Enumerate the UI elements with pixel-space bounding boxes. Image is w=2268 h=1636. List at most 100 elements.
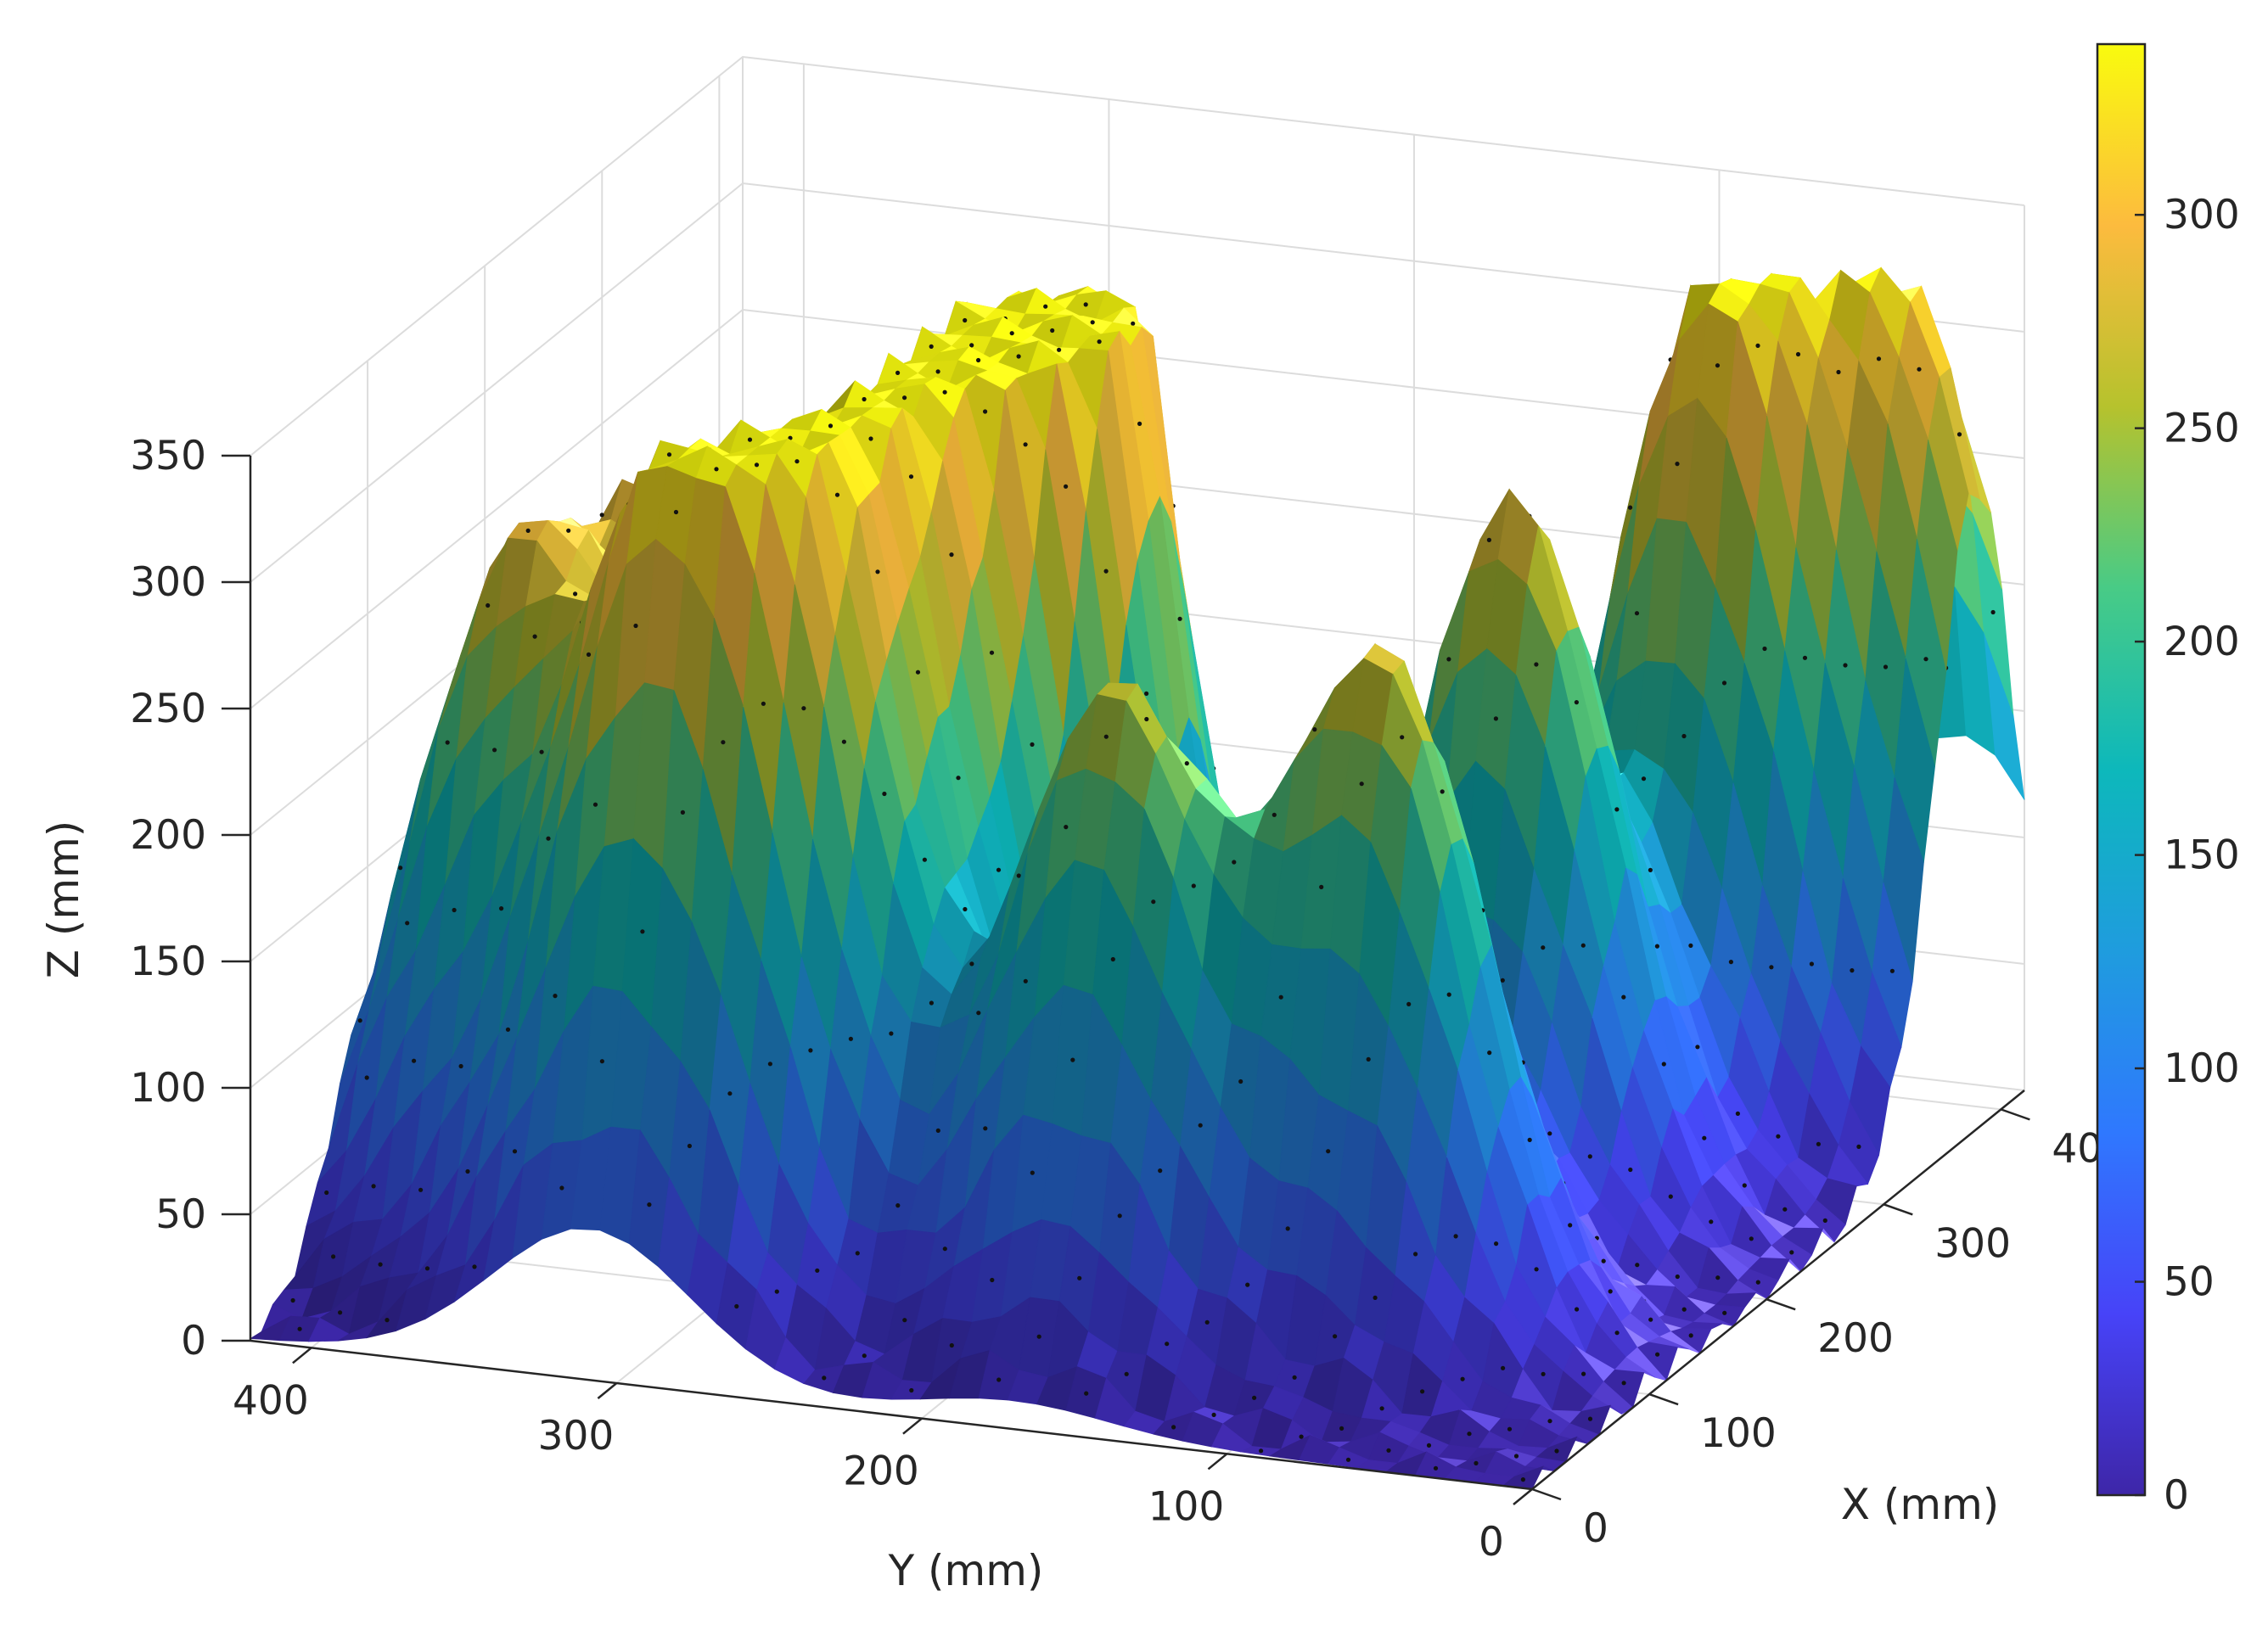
sample-point bbox=[875, 569, 880, 574]
y-tick-mark bbox=[902, 1417, 923, 1435]
sample-point bbox=[1534, 1267, 1539, 1272]
x-tick-label: 100 bbox=[1700, 1410, 1777, 1457]
sample-point bbox=[963, 906, 968, 912]
sample-point bbox=[338, 1310, 343, 1315]
sample-point bbox=[1493, 716, 1498, 721]
sample-point bbox=[1923, 657, 1928, 662]
sample-point bbox=[747, 437, 753, 442]
sample-point bbox=[801, 706, 806, 711]
z-tick-label: 250 bbox=[130, 686, 206, 732]
sample-point bbox=[774, 1289, 779, 1294]
sample-point bbox=[1836, 369, 1841, 375]
sample-point bbox=[1668, 1194, 1673, 1199]
sample-point bbox=[754, 462, 760, 468]
sample-point bbox=[1715, 363, 1721, 368]
sample-point bbox=[922, 857, 927, 862]
sample-point bbox=[1507, 1426, 1513, 1432]
sample-point bbox=[1446, 992, 1451, 997]
sample-point bbox=[828, 423, 834, 429]
sample-point bbox=[1742, 1183, 1747, 1188]
sample-point bbox=[1843, 663, 1848, 668]
sample-point bbox=[1628, 1167, 1633, 1173]
sample-point bbox=[915, 670, 921, 675]
sample-point bbox=[1709, 1219, 1714, 1224]
sample-point bbox=[1292, 1375, 1297, 1380]
sample-point bbox=[1541, 1371, 1546, 1376]
z-tick-label: 100 bbox=[130, 1065, 206, 1112]
sample-point bbox=[1151, 899, 1156, 905]
sample-point bbox=[902, 395, 907, 401]
sample-point bbox=[942, 1247, 947, 1252]
colorbar: 0 50 100 150 200 250 300 bbox=[2096, 42, 2240, 1519]
sample-point bbox=[559, 1185, 564, 1191]
sample-point bbox=[1057, 347, 1062, 352]
y-tick-mark bbox=[1207, 1453, 1228, 1471]
sample-point bbox=[592, 802, 598, 807]
sample-point bbox=[1326, 1149, 1331, 1154]
x-tick-mark bbox=[1531, 1488, 1562, 1501]
sample-point bbox=[1204, 1319, 1210, 1325]
sample-point bbox=[1171, 1425, 1176, 1430]
sample-point bbox=[1077, 1275, 1082, 1280]
sample-point bbox=[1500, 978, 1505, 983]
sample-point bbox=[1090, 320, 1095, 325]
sample-point bbox=[1272, 812, 1277, 817]
sample-point bbox=[1654, 944, 1659, 949]
x-axis-line bbox=[1531, 1090, 2025, 1490]
sample-point bbox=[1534, 662, 1539, 667]
sample-point bbox=[1406, 1001, 1412, 1006]
sample-point bbox=[458, 1063, 463, 1069]
sample-point bbox=[1259, 1448, 1264, 1454]
sample-point bbox=[1016, 354, 1021, 359]
sample-point bbox=[357, 1018, 362, 1023]
x-tick-label: 300 bbox=[1934, 1220, 2011, 1267]
sample-point bbox=[1366, 1056, 1371, 1062]
sample-point bbox=[1050, 328, 1055, 333]
sample-point bbox=[1721, 681, 1727, 686]
sample-point bbox=[1575, 1307, 1580, 1312]
sample-point bbox=[868, 436, 873, 441]
sample-point bbox=[1467, 1432, 1472, 1437]
y-tick-label: 0 bbox=[1479, 1519, 1504, 1566]
z-tick-label: 50 bbox=[155, 1191, 206, 1238]
sample-point bbox=[1036, 1334, 1041, 1339]
y-axis-ticks: 0 100 200 300 400 bbox=[233, 1347, 1533, 1566]
x-tick-label: 0 bbox=[1583, 1505, 1608, 1552]
sample-point bbox=[1635, 1263, 1640, 1268]
sample-point bbox=[1547, 1419, 1552, 1424]
sample-point bbox=[834, 492, 840, 497]
sample-point bbox=[1191, 883, 1196, 888]
sample-point bbox=[935, 1128, 940, 1133]
sample-point bbox=[599, 513, 604, 518]
sample-point bbox=[673, 509, 679, 515]
sample-point bbox=[963, 317, 968, 323]
sample-point bbox=[1990, 609, 1996, 615]
sample-point bbox=[424, 1266, 430, 1271]
sample-point bbox=[1386, 1448, 1391, 1453]
sample-point bbox=[889, 1031, 894, 1036]
x-tick-label: 200 bbox=[1817, 1315, 1894, 1362]
sample-point bbox=[1312, 727, 1317, 732]
sample-point bbox=[1165, 1342, 1170, 1347]
sample-point bbox=[1883, 664, 1889, 670]
sample-point bbox=[1158, 1168, 1163, 1174]
sample-point bbox=[486, 602, 491, 608]
sample-point bbox=[1339, 1426, 1345, 1431]
sample-point bbox=[1722, 1310, 1727, 1315]
sample-point bbox=[1474, 1460, 1479, 1465]
sample-point bbox=[499, 906, 504, 911]
sample-point bbox=[721, 740, 726, 745]
sample-point bbox=[1876, 356, 1882, 361]
sample-point bbox=[996, 867, 1002, 872]
sample-point bbox=[989, 650, 995, 655]
sample-point bbox=[1097, 339, 1102, 345]
sample-point bbox=[687, 1143, 693, 1149]
sample-point bbox=[297, 1326, 302, 1331]
sample-point bbox=[1850, 968, 1855, 973]
sample-point bbox=[983, 409, 988, 414]
sample-point bbox=[1587, 1416, 1593, 1421]
sample-point bbox=[1735, 1111, 1740, 1116]
colorbar-tick-label: 200 bbox=[2164, 619, 2240, 665]
sample-point bbox=[647, 1202, 652, 1207]
sample-point bbox=[465, 1168, 470, 1174]
